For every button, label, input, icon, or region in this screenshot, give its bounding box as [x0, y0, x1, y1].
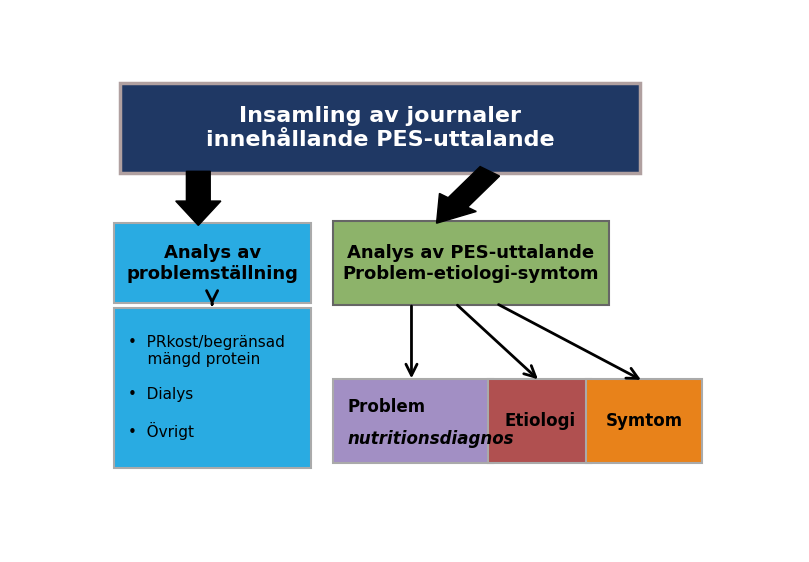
FancyBboxPatch shape [113, 307, 311, 468]
Text: Analys av
problemställning: Analys av problemställning [126, 244, 299, 283]
FancyBboxPatch shape [113, 223, 311, 303]
FancyBboxPatch shape [333, 379, 493, 464]
Text: Insamling av journaler
innehållande PES-uttalande: Insamling av journaler innehållande PES-… [205, 106, 554, 149]
Polygon shape [448, 166, 500, 207]
FancyBboxPatch shape [488, 379, 591, 464]
FancyBboxPatch shape [587, 379, 702, 464]
FancyBboxPatch shape [333, 221, 609, 306]
Text: Analys av PES-uttalande
Problem-etiologi-symtom: Analys av PES-uttalande Problem-etiologi… [343, 244, 599, 283]
Text: Symtom: Symtom [606, 412, 683, 430]
FancyBboxPatch shape [120, 83, 640, 174]
Text: •  PRkost/begränsad
    mängd protein

•  Dialys

•  Övrigt: • PRkost/begränsad mängd protein • Dialy… [128, 335, 285, 441]
Text: Etiologi: Etiologi [504, 412, 575, 430]
Polygon shape [437, 193, 477, 223]
Text: Problem: Problem [348, 398, 426, 416]
Polygon shape [176, 171, 221, 225]
Text: nutritionsdiagnos: nutritionsdiagnos [348, 430, 514, 448]
